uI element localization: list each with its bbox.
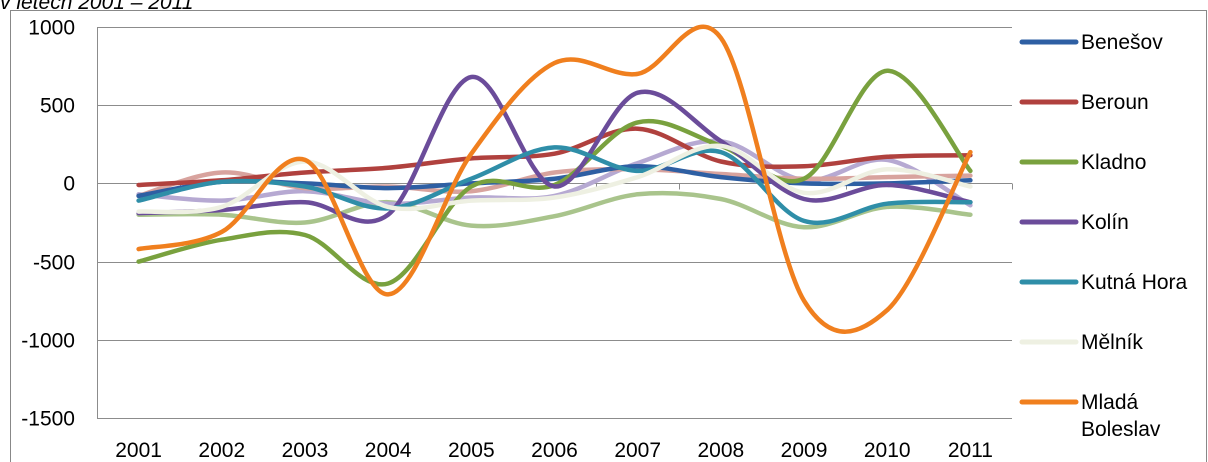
y-tick-label: 1000 [28,17,75,40]
series-line-kutná-hora [136,145,973,225]
y-tick-label: -1000 [21,330,75,353]
series-lines [136,24,973,334]
x-tick-label: 2001 [115,439,162,462]
legend-label: Kladno [1081,151,1146,174]
x-tick-label: 2010 [864,439,911,462]
x-tick-label: 2002 [198,439,245,462]
legend-label-line: Mladá [1081,391,1139,414]
series-line-beroun [136,126,973,188]
legend-label: Mělník [1081,331,1143,354]
x-tick-label: 2008 [698,439,745,462]
series-line-kolín [136,74,973,224]
x-tick-label: 2006 [531,439,578,462]
x-tick-label: 2004 [365,439,412,462]
x-axis-ticks: 2001 2002 2003 2004 2005 2006 2007 2008 2009 2010… [115,439,993,462]
y-axis-ticks: 1000 500 0 -500 -1000 -1500 [21,17,75,431]
x-tick-label: 2007 [614,439,661,462]
legend-label-line: Boleslav [1081,418,1161,441]
legend-label: Beroun [1081,91,1149,114]
y-tick-label: -500 [33,252,75,275]
legend-label: Kutná Hora [1081,271,1188,294]
x-tick-label: 2005 [448,439,495,462]
x-tick-label: 2011 [948,439,993,462]
y-tick-label: 0 [63,173,75,196]
legend: Benešov Beroun Kladno Kolín Kutná Hora Mělník… [1019,31,1188,441]
legend-label: Kolín [1081,211,1129,234]
chart-border [10,10,1207,462]
series-line-mladá-boleslav [136,24,973,334]
x-tick-label: 2003 [282,439,329,462]
series-line-kladno [136,68,973,287]
legend-label: Mladá Boleslav [1081,391,1161,441]
y-tick-label: 500 [40,95,75,118]
x-tick-label: 2009 [781,439,828,462]
legend-label: Benešov [1081,31,1163,54]
y-tick-label: -1500 [21,408,75,431]
